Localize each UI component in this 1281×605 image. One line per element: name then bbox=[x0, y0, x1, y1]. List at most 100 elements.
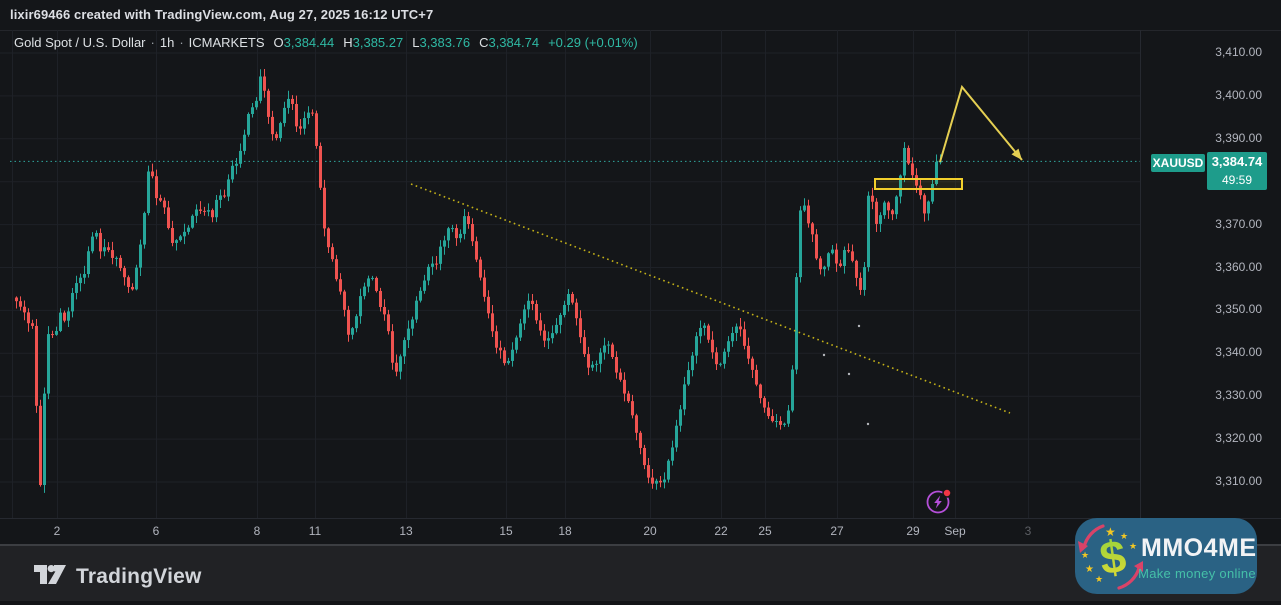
candle-body bbox=[363, 286, 366, 297]
candle-body bbox=[55, 330, 58, 335]
candle-body bbox=[283, 107, 286, 124]
candle-body bbox=[371, 277, 374, 279]
candle-body bbox=[43, 393, 46, 486]
candle-body bbox=[331, 247, 334, 260]
low-label: L bbox=[412, 35, 420, 50]
price-tick-label: 3,320.00 bbox=[1215, 431, 1262, 446]
candle-body bbox=[815, 234, 818, 259]
candle-body bbox=[539, 320, 542, 331]
candle-body bbox=[923, 195, 926, 214]
candle-body bbox=[883, 202, 886, 216]
candle-body bbox=[771, 416, 774, 422]
candle-body bbox=[543, 330, 546, 341]
candle-body bbox=[23, 306, 26, 313]
candle-body bbox=[915, 175, 918, 186]
candle-body bbox=[579, 318, 582, 338]
candle-body bbox=[239, 150, 242, 164]
candle-body bbox=[467, 216, 470, 225]
candle-body bbox=[47, 334, 50, 394]
candle-body bbox=[619, 372, 622, 380]
candlestick-chart[interactable] bbox=[0, 30, 1140, 518]
candle-body bbox=[519, 323, 522, 338]
candle-body bbox=[799, 210, 802, 278]
candle-body bbox=[407, 328, 410, 341]
candle-body bbox=[459, 233, 462, 239]
candle-body bbox=[807, 205, 810, 224]
candle-body bbox=[879, 215, 882, 224]
candle-body bbox=[367, 278, 370, 287]
candle-body bbox=[903, 147, 906, 176]
time-tick-label: 8 bbox=[253, 524, 261, 538]
candle-body bbox=[463, 216, 466, 234]
candle-body bbox=[827, 253, 830, 267]
candle-body bbox=[615, 356, 618, 373]
candle-body bbox=[515, 337, 518, 350]
candle-body bbox=[299, 126, 302, 129]
candle-body bbox=[51, 334, 54, 336]
candle-body bbox=[695, 336, 698, 356]
trendline-drawing[interactable] bbox=[410, 183, 1011, 414]
candle-body bbox=[415, 300, 418, 320]
candle-body bbox=[351, 328, 354, 335]
stray-dot bbox=[857, 324, 861, 328]
price-flag[interactable]: 3,384.74 49:59 bbox=[1207, 152, 1267, 190]
candle-body bbox=[927, 201, 930, 214]
candle-body bbox=[767, 407, 770, 417]
candle-body bbox=[451, 228, 454, 230]
candle-body bbox=[859, 277, 862, 290]
candle-body bbox=[779, 421, 782, 425]
svg-text:★: ★ bbox=[1095, 574, 1103, 584]
time-axis-border bbox=[0, 518, 1281, 519]
candle-body bbox=[87, 251, 90, 275]
candle-body bbox=[455, 228, 458, 239]
candle-body bbox=[623, 379, 626, 394]
candle-body bbox=[931, 183, 934, 202]
rectangle-drawing[interactable] bbox=[874, 178, 963, 190]
price-flag-symbol[interactable]: XAUUSD bbox=[1151, 154, 1205, 172]
candle-body bbox=[631, 401, 634, 416]
candle-body bbox=[659, 480, 662, 483]
candle-body bbox=[787, 410, 790, 424]
candle-body bbox=[223, 195, 226, 197]
high-value: 3,385.27 bbox=[352, 35, 404, 50]
candle-body bbox=[487, 296, 490, 314]
arrow-drawing[interactable] bbox=[939, 84, 1023, 163]
time-tick-label: 6 bbox=[152, 524, 160, 538]
candle-body bbox=[387, 314, 390, 332]
candle-body bbox=[91, 236, 94, 252]
flag-last-price: 3,384.74 bbox=[1211, 154, 1263, 169]
candle-body bbox=[103, 247, 106, 252]
candle-body bbox=[319, 145, 322, 188]
interval-label[interactable]: 1h bbox=[159, 35, 175, 50]
candle-body bbox=[715, 352, 718, 365]
mmo4me-badge[interactable]: $ ★ ★ ★ ★ ★ ★ MMO4ME Make money online bbox=[1075, 518, 1257, 594]
candle-body bbox=[723, 351, 726, 364]
candle-body bbox=[575, 302, 578, 319]
candle-body bbox=[735, 326, 738, 333]
candle-body bbox=[443, 240, 446, 247]
candle-body bbox=[823, 266, 826, 270]
candle-body bbox=[195, 209, 198, 216]
candle-body bbox=[831, 249, 834, 254]
candle-body bbox=[439, 246, 442, 264]
bottom-strip bbox=[0, 601, 1281, 605]
candle-body bbox=[811, 223, 814, 235]
candle-body bbox=[227, 179, 230, 197]
candle-body bbox=[571, 294, 574, 303]
candle-body bbox=[599, 352, 602, 364]
high-label: H bbox=[343, 35, 353, 50]
symbol-title[interactable]: Gold Spot / U.S. Dollar bbox=[14, 35, 146, 50]
tradingview-logo[interactable]: TradingView bbox=[33, 561, 202, 592]
candle-body bbox=[755, 369, 758, 385]
candle-body bbox=[31, 323, 34, 326]
candle-body bbox=[867, 195, 870, 268]
candle-body bbox=[803, 205, 806, 211]
candle-body bbox=[667, 460, 670, 480]
candle-body bbox=[671, 447, 674, 461]
badge-title: MMO4ME bbox=[1141, 534, 1257, 562]
price-tick-label: 3,360.00 bbox=[1215, 259, 1262, 274]
event-icon[interactable] bbox=[926, 490, 950, 514]
candle-body bbox=[727, 341, 730, 352]
candle-body bbox=[131, 286, 134, 290]
time-tick-label: 18 bbox=[558, 524, 572, 538]
